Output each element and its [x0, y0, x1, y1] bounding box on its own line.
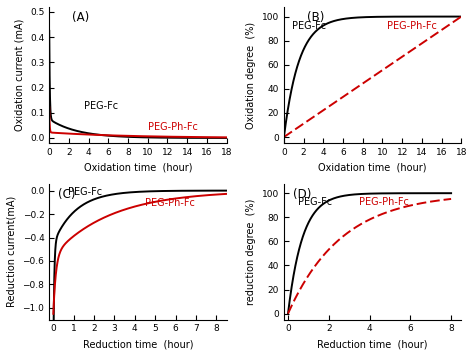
- Y-axis label: Oxidation degree  (%): Oxidation degree (%): [246, 21, 256, 129]
- Text: (B): (B): [307, 11, 324, 24]
- Text: PEG-Ph-Fc: PEG-Ph-Fc: [145, 198, 195, 208]
- Text: PEG-Fc: PEG-Fc: [292, 21, 326, 31]
- Text: PEG-Ph-Fc: PEG-Ph-Fc: [359, 197, 409, 207]
- Y-axis label: Reduction current(mA): Reduction current(mA): [7, 196, 17, 307]
- Text: PEG-Ph-Fc: PEG-Ph-Fc: [387, 21, 438, 31]
- Y-axis label: reduction degree  (%): reduction degree (%): [246, 198, 256, 305]
- Text: (C): (C): [58, 188, 76, 201]
- Text: PEG-Fc: PEG-Fc: [68, 187, 102, 197]
- Text: PEG-Ph-Fc: PEG-Ph-Fc: [148, 122, 198, 132]
- Y-axis label: Oxidation current (mA): Oxidation current (mA): [14, 19, 25, 131]
- X-axis label: Reduction time  (hour): Reduction time (hour): [82, 339, 193, 349]
- X-axis label: Reduction time  (hour): Reduction time (hour): [318, 339, 428, 349]
- Text: (A): (A): [73, 11, 90, 24]
- Text: (D): (D): [293, 188, 311, 201]
- X-axis label: Oxidation time  (hour): Oxidation time (hour): [84, 162, 192, 172]
- Text: PEG-Fc: PEG-Fc: [298, 197, 332, 207]
- Text: PEG-Fc: PEG-Fc: [84, 101, 118, 111]
- X-axis label: Oxidation time  (hour): Oxidation time (hour): [319, 162, 427, 172]
